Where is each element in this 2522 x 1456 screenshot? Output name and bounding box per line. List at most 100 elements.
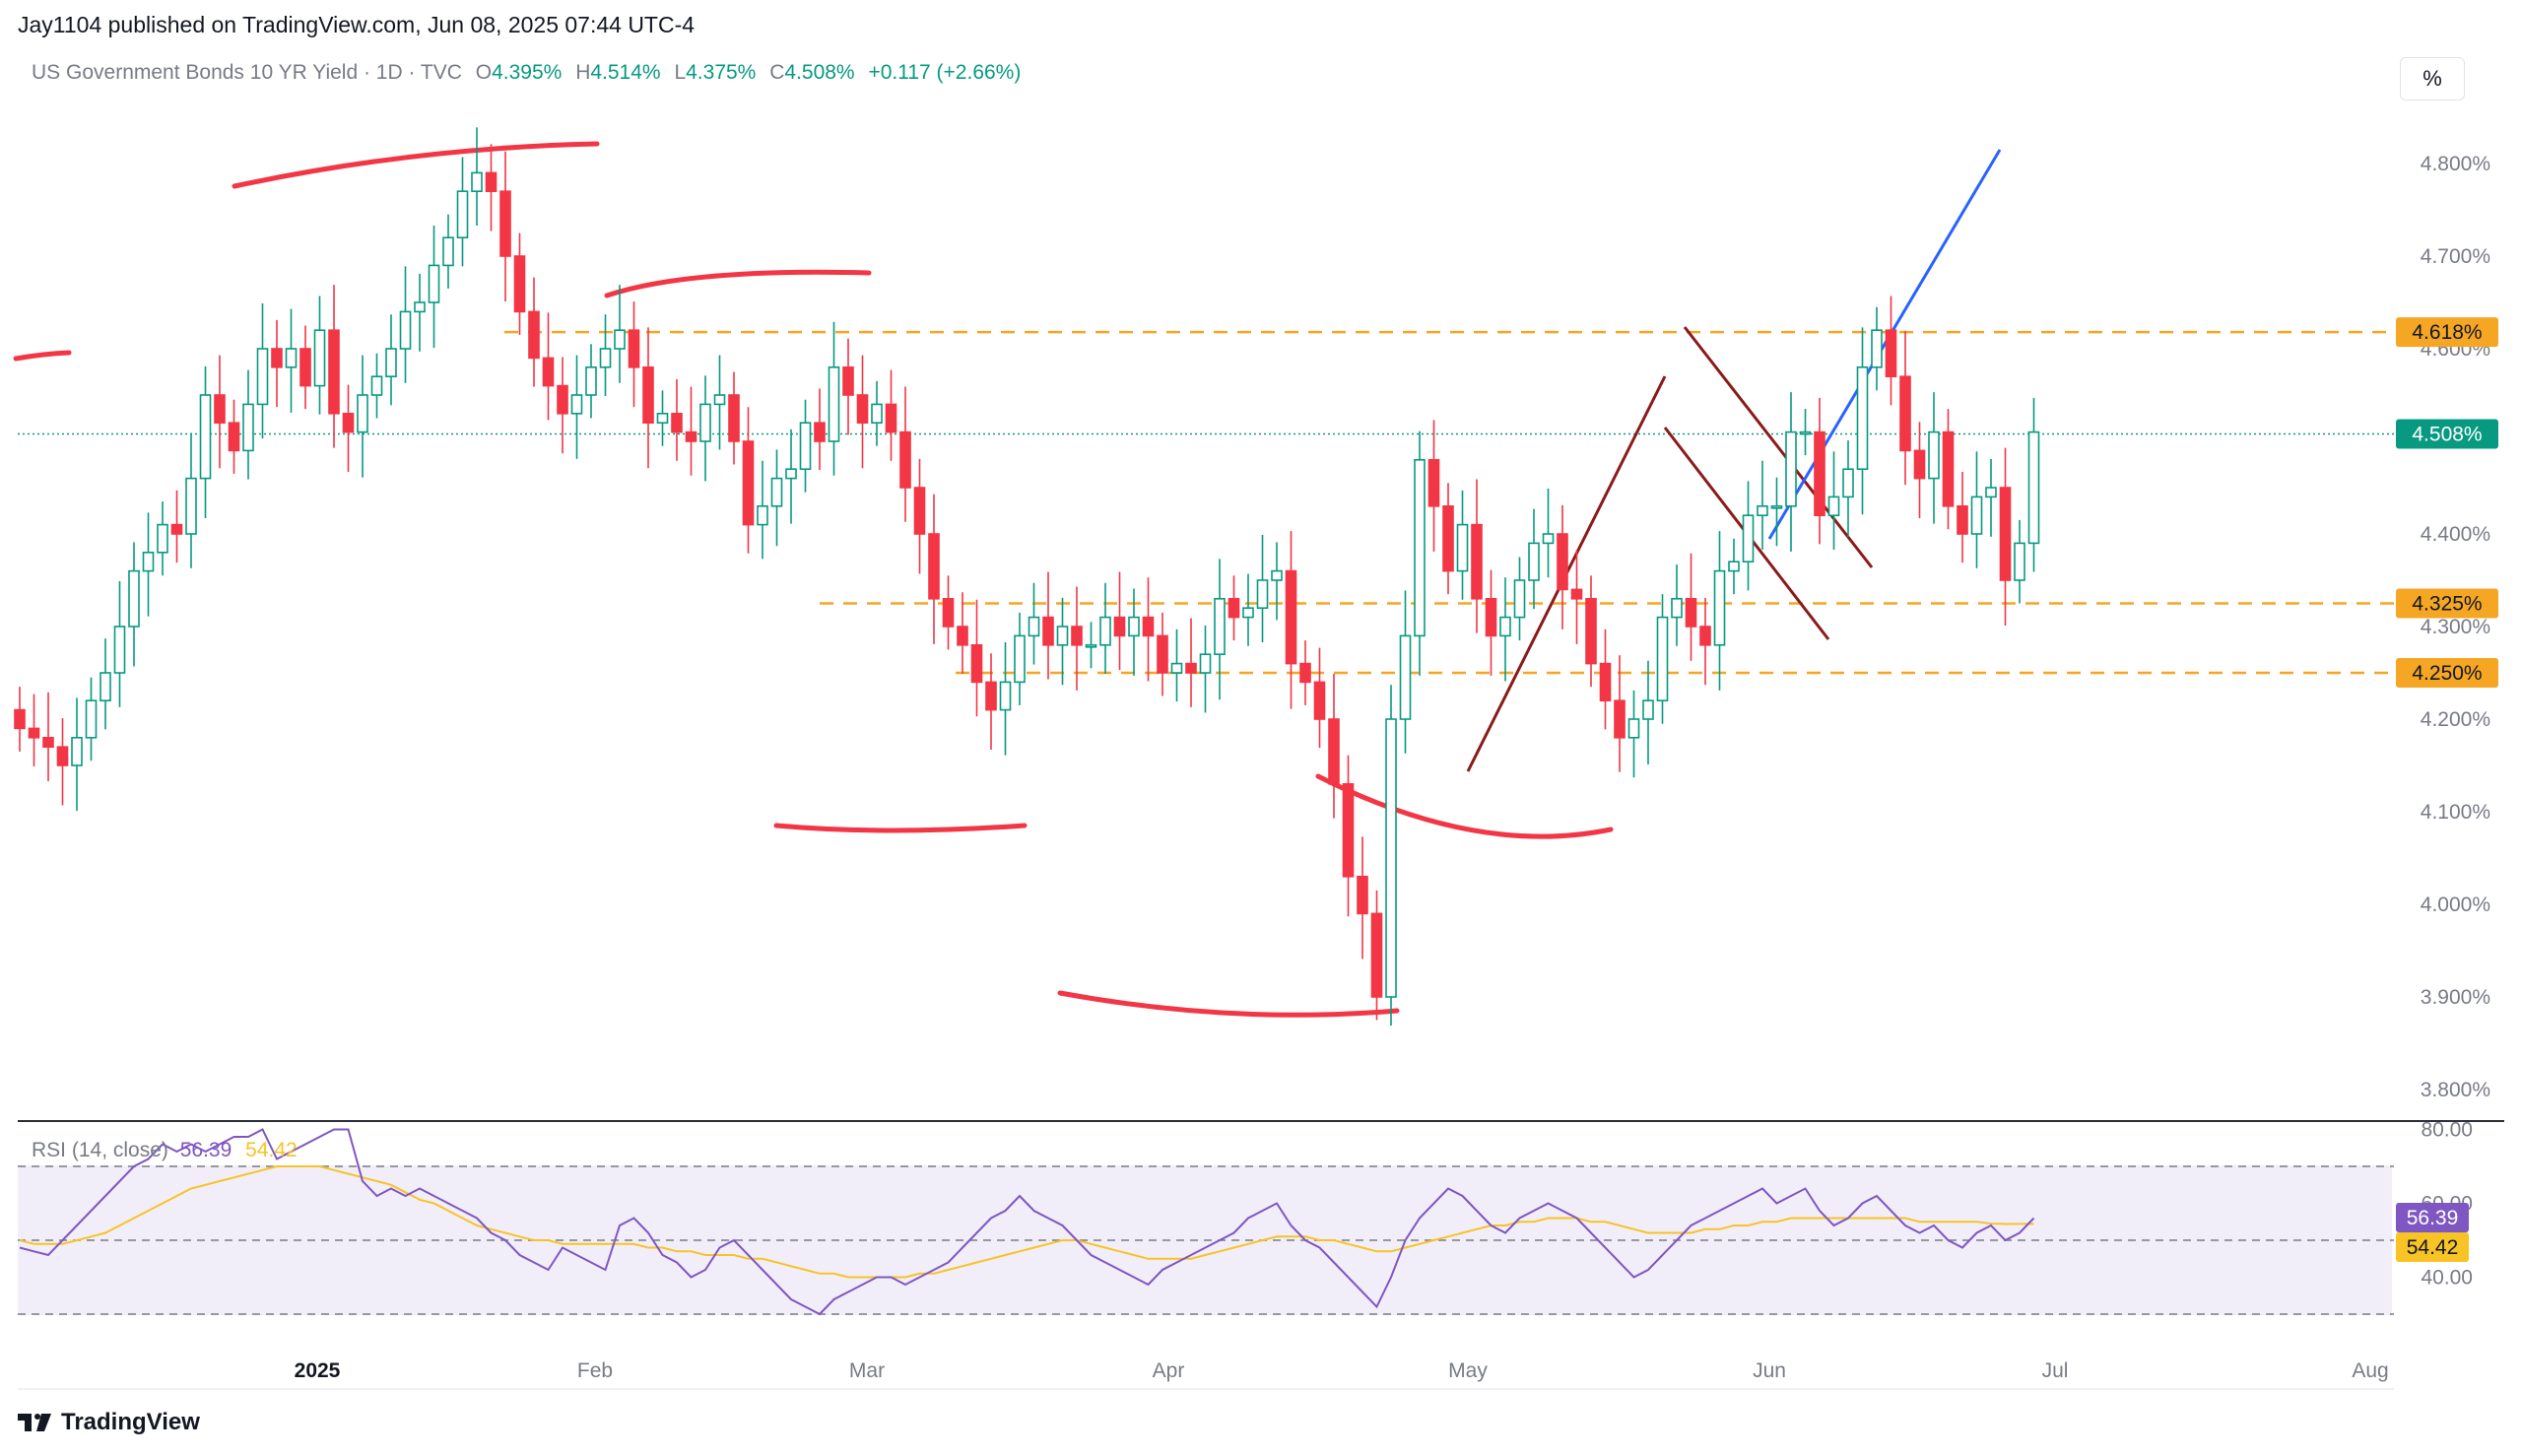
candle-body <box>299 348 311 387</box>
candle-body <box>1957 504 1968 535</box>
time-tick-label: Feb <box>577 1359 613 1382</box>
price-tick-label: 4.100% <box>2421 801 2490 824</box>
candle-body <box>1913 449 1926 480</box>
time-tick-label: Apr <box>1153 1359 1185 1382</box>
candle-body <box>485 171 498 192</box>
time-tick-label: May <box>1448 1359 1488 1382</box>
change-value: +0.117 (+2.66%) <box>868 61 1022 84</box>
tradingview-logo[interactable]: TradingView <box>18 1409 200 1436</box>
time-tick-label: 2025 <box>295 1359 341 1382</box>
candles <box>14 127 2040 1026</box>
candle-body <box>942 597 955 628</box>
price-tick-label: 4.800% <box>2421 153 2490 175</box>
price-axis: 4.800%4.700%4.600%4.400%4.300%4.200%4.10… <box>2421 153 2490 1101</box>
candle-body <box>871 403 883 424</box>
candle-body <box>313 329 326 387</box>
red-arc-drawing <box>1057 990 1400 1018</box>
price-tag-label: 4.618% <box>2412 321 2482 344</box>
candle-body <box>456 190 469 238</box>
candle-body <box>214 394 226 425</box>
candle-body <box>385 348 397 378</box>
time-axis: 2025 Feb Mar Apr May Jun Jul Aug <box>295 1359 2389 1382</box>
candle-body <box>2014 542 2025 581</box>
candle-body <box>370 375 383 396</box>
projection-line <box>1767 149 2002 540</box>
candle-body <box>1271 569 1283 581</box>
red-arc-drawing <box>232 141 600 189</box>
candle-body <box>1999 487 2012 581</box>
candle-body <box>1942 430 1955 507</box>
candle-body <box>1142 616 1155 637</box>
price-tag <box>2396 588 2498 619</box>
price-tick-label: 4.300% <box>2421 616 2490 638</box>
candle-body <box>814 422 826 442</box>
candle-body <box>856 394 869 425</box>
red-arc-drawing <box>773 823 1028 833</box>
price-tick-label: 3.900% <box>2421 986 2490 1009</box>
candle-body <box>1014 634 1026 684</box>
candle-body <box>1785 430 1797 507</box>
candle-body <box>2027 430 2040 545</box>
time-tick-label: Aug <box>2352 1359 2388 1382</box>
candle-body <box>885 403 897 433</box>
candle-body <box>628 329 640 368</box>
candle-body <box>328 329 340 415</box>
high-label: H <box>575 61 591 84</box>
candle-body <box>1856 365 1869 470</box>
candle-body <box>414 301 426 313</box>
candle-body <box>1028 616 1040 637</box>
candle-body <box>1827 496 1840 516</box>
candle-body <box>1528 542 1540 581</box>
candle-body <box>242 403 254 452</box>
candle-body <box>1728 561 1740 572</box>
candle-body <box>828 365 840 442</box>
close-value: 4.508% <box>784 61 855 84</box>
candle-body <box>42 736 54 748</box>
low-label: L <box>674 61 687 84</box>
symbol-info: US Government Bonds 10 YR Yield · 1D · T… <box>32 61 1021 85</box>
candle-body <box>1970 496 1983 535</box>
candle-body <box>1671 597 1683 619</box>
candle-body <box>1157 634 1168 674</box>
candle-body <box>1557 533 1568 591</box>
rsi-lines <box>19 1128 2035 1316</box>
candle-body <box>128 569 140 628</box>
candle-body <box>999 681 1012 711</box>
candle-body <box>285 348 298 368</box>
candle-body <box>1256 579 1269 610</box>
publisher-line: Jay1104 published on TradingView.com, Ju… <box>18 12 696 37</box>
candle-body <box>1399 634 1412 720</box>
price-tags: 4.618% 4.508% 4.325% 4.250% <box>2396 317 2498 688</box>
candle-body <box>85 699 98 739</box>
candle-body <box>1199 653 1212 674</box>
candle-body <box>342 412 355 433</box>
candle-body <box>1985 487 1997 498</box>
candle-body <box>1842 468 1854 498</box>
candle-body <box>557 384 568 415</box>
candle-body <box>1357 875 1368 915</box>
candle-body <box>1713 569 1726 646</box>
candle-body <box>1427 458 1440 507</box>
candle-body <box>713 394 726 406</box>
rsi-value-tag <box>2396 1203 2469 1232</box>
open-label: O <box>475 61 493 84</box>
candle-body <box>985 681 997 711</box>
candle-body <box>1471 523 1483 600</box>
percent-scale-button[interactable]: % <box>2400 57 2465 100</box>
candle-body <box>1642 699 1654 720</box>
candle-body <box>1899 375 1911 452</box>
candle-body <box>199 394 212 480</box>
red-arc-drawing <box>13 350 72 362</box>
candle-body <box>1385 718 1397 998</box>
rsi-value-tag-label: 54.42 <box>2407 1236 2459 1259</box>
candle-body <box>1871 329 1883 368</box>
candle-body <box>585 365 597 396</box>
candle-body <box>1442 504 1454 572</box>
candle-body <box>656 412 669 424</box>
candle-body <box>1299 662 1311 684</box>
red-arc-drawing <box>604 269 872 298</box>
drawing-layer <box>13 141 2002 1018</box>
candle-body <box>1757 504 1768 516</box>
candle-body <box>157 523 168 554</box>
